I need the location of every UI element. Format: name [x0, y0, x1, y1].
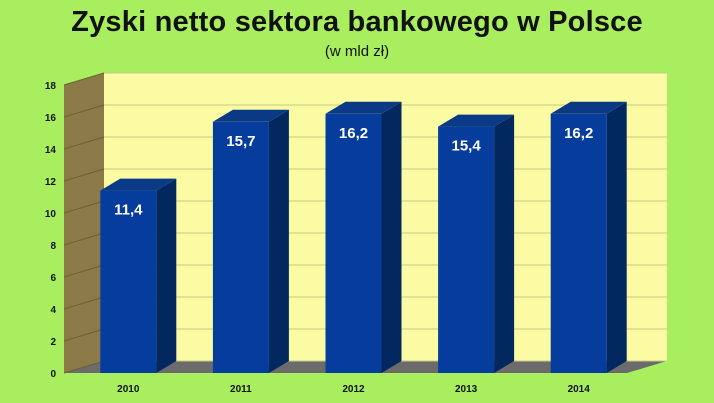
bar-2012: 16,2 2012	[325, 101, 402, 395]
bar-front	[100, 190, 157, 373]
y-tick-label: 18	[45, 81, 57, 92]
gridline-side	[63, 168, 105, 182]
y-tick-label: 14	[45, 145, 57, 156]
y-tick-label: 6	[50, 273, 56, 284]
gridline-side	[63, 264, 105, 278]
bar-2010: 11,4 2010	[100, 178, 177, 395]
x-tick-label: 2012	[342, 384, 365, 395]
x-tick-label: 2011	[230, 384, 252, 395]
data-label: 15,4	[451, 138, 481, 155]
bar-top	[100, 178, 177, 191]
y-tick-label: 8	[50, 241, 56, 252]
bar-top	[325, 101, 402, 114]
y-tick-label: 16	[45, 113, 57, 124]
bar-front	[438, 126, 495, 373]
y-tick-label: 0	[50, 369, 56, 380]
bar-side	[381, 101, 402, 374]
bar-side	[268, 109, 289, 374]
gridline-side	[63, 72, 105, 86]
data-label: 16,2	[564, 125, 593, 142]
bar-2011: 15,7 2011	[212, 109, 289, 395]
gridline-side	[63, 360, 105, 374]
bar-front	[550, 113, 607, 374]
bar-top	[550, 101, 627, 114]
chart-title: Zyski netto sektora bankowego w Polsce	[71, 6, 643, 38]
bar-top	[438, 114, 515, 127]
gridline-side	[63, 328, 105, 342]
x-tick-label: 2010	[117, 384, 140, 395]
y-tick-label: 10	[45, 209, 57, 220]
data-label: 11,4	[114, 202, 143, 219]
bar-front	[325, 113, 382, 374]
bar-top	[212, 109, 289, 122]
chart-subtitle: (w mld zł)	[324, 43, 390, 60]
y-tick-label: 4	[50, 305, 56, 316]
data-label: 15,7	[226, 133, 255, 150]
gridline-side	[63, 200, 105, 214]
x-tick-label: 2014	[568, 384, 591, 395]
plot-side-wall	[64, 73, 104, 373]
bar-side	[494, 114, 515, 373]
gridline-side	[63, 232, 105, 246]
bar-side	[606, 101, 627, 374]
gridline-side	[63, 104, 105, 118]
gridline-side	[63, 296, 105, 310]
y-tick-label: 2	[50, 337, 56, 348]
y-tick-label: 12	[45, 177, 57, 188]
bar-front	[212, 121, 269, 373]
bar-side	[156, 178, 177, 373]
bar-2013: 15,4 2013	[438, 114, 515, 395]
data-label: 16,2	[339, 125, 368, 142]
bar-2014: 16,2 2014	[550, 101, 627, 395]
x-tick-label: 2013	[455, 384, 478, 395]
gridline-side	[63, 136, 105, 150]
